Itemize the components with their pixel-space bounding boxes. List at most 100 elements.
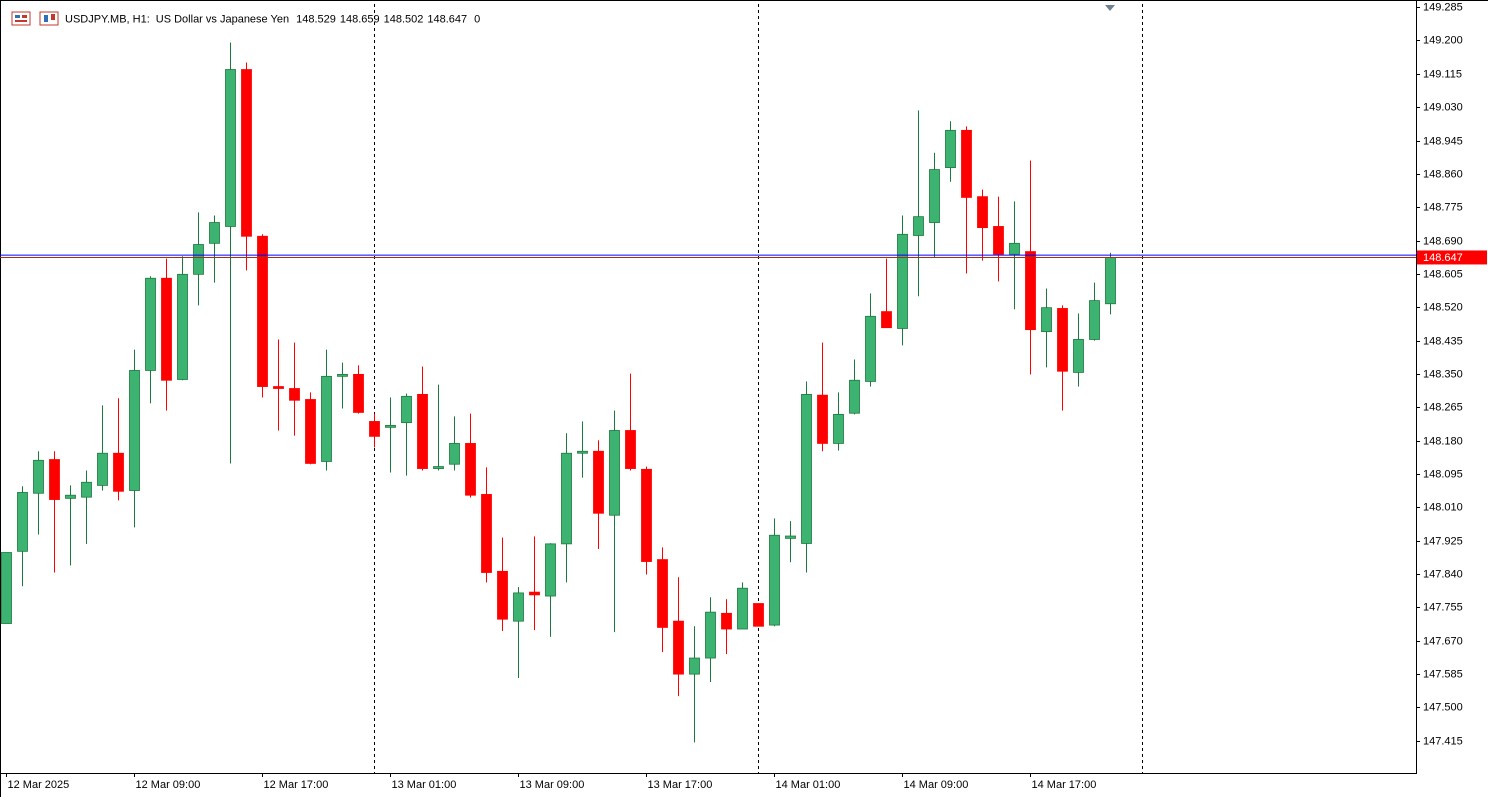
last-high: 148.659 (340, 13, 380, 25)
y-tick-label: 148.350 (1423, 368, 1463, 380)
icon-part (51, 14, 55, 20)
candle-body (625, 430, 636, 469)
candle-body (689, 657, 700, 675)
candle-body (929, 169, 940, 223)
y-tick-label: 148.435 (1423, 335, 1463, 347)
x-tick-label: 14 Mar 09:00 (904, 779, 969, 791)
candle-body (865, 315, 876, 382)
header: USDJPY.MB, H1: US Dollar vs Japanese Yen 1… (11, 11, 480, 26)
candle-body (673, 620, 684, 675)
y-tick-label: 149.285 (1423, 1, 1463, 13)
candle-body (417, 393, 428, 469)
candle-body (369, 421, 380, 437)
candle-body (785, 535, 796, 539)
candle-body (913, 216, 924, 236)
candle-body (97, 452, 108, 486)
last-close: 148.647 (427, 13, 467, 25)
candle-body (561, 452, 572, 545)
candle-body (65, 494, 76, 499)
header-text: USDJPY.MB, H1: US Dollar vs Japanese Yen 1… (65, 13, 480, 25)
price-label: 148.647 (1423, 252, 1463, 264)
y-tick-label: 148.520 (1423, 301, 1463, 313)
candle-body (401, 395, 412, 424)
candle-body (273, 386, 284, 389)
y-tick-label: 147.670 (1423, 635, 1463, 647)
y-tick-label: 148.265 (1423, 401, 1463, 413)
candle-body (497, 570, 508, 620)
y-tick-label: 148.945 (1423, 135, 1463, 147)
candle-body (817, 394, 828, 444)
candle-body (209, 222, 220, 244)
x-tick-label: 12 Mar 2025 (8, 779, 70, 791)
candle-body (513, 592, 524, 622)
candle-body (593, 450, 604, 514)
y-tick-label: 147.755 (1423, 601, 1463, 613)
y-tick-label: 147.925 (1423, 535, 1463, 547)
candle-body (721, 612, 732, 630)
candle-body (433, 466, 444, 469)
icon-part (15, 15, 20, 18)
candle-body (465, 443, 476, 496)
candle-body (193, 244, 204, 275)
y-tick-label: 148.860 (1423, 168, 1463, 180)
icon-chart (11, 11, 31, 26)
candle-body (129, 370, 140, 491)
plot (1, 42, 1116, 743)
icon-part (22, 15, 27, 18)
candle-body (881, 311, 892, 329)
candle-body (337, 373, 348, 377)
candle-body (33, 459, 44, 494)
candle-body (1041, 307, 1052, 333)
candle-body (1073, 339, 1084, 373)
x-tick-label: 13 Mar 09:00 (520, 779, 585, 791)
y-tick-label: 148.095 (1423, 468, 1463, 480)
candle-body (753, 603, 764, 627)
candle-body (449, 443, 460, 465)
x-tick-label: 13 Mar 01:00 (392, 779, 457, 791)
candle-body (241, 69, 252, 237)
candle-body (641, 468, 652, 562)
description: US Dollar vs Japanese Yen (156, 13, 289, 25)
candle-body (657, 559, 668, 628)
y-tick-label: 147.500 (1423, 701, 1463, 713)
y-tick-label: 149.030 (1423, 101, 1463, 113)
candle-body (945, 129, 956, 169)
y-tick-label: 147.585 (1423, 668, 1463, 680)
candle-body (81, 481, 92, 498)
y-tick-label: 148.605 (1423, 268, 1463, 280)
candle-body (801, 393, 812, 544)
candle-body (609, 430, 620, 516)
x-tick-label: 13 Mar 17:00 (648, 779, 713, 791)
candle-body (977, 196, 988, 229)
candle-body (849, 379, 860, 414)
candle-body (961, 129, 972, 198)
candle-body (321, 375, 332, 462)
last-low: 148.502 (384, 13, 424, 25)
day-separators (374, 4, 1143, 773)
last-open: 148.529 (296, 13, 336, 25)
candle-body (737, 587, 748, 630)
icon-candles (39, 11, 59, 26)
y-tick-label: 148.010 (1423, 501, 1463, 513)
candle-body (177, 273, 188, 380)
x-tick-label: 12 Mar 17:00 (264, 779, 329, 791)
candle-body (1105, 257, 1116, 305)
candle-body (705, 611, 716, 659)
shift-marker (1105, 5, 1115, 11)
candle-body (1009, 242, 1020, 255)
candle-body (481, 494, 492, 573)
candle-body (257, 235, 268, 387)
y-tick-label: 147.840 (1423, 568, 1463, 580)
candle-body (897, 233, 908, 329)
candle-body (1025, 251, 1036, 331)
y-tick-label: 149.200 (1423, 34, 1463, 46)
candle-body (769, 534, 780, 626)
candle-body (17, 492, 28, 552)
candle-body (1, 552, 12, 624)
x-tick-label: 14 Mar 01:00 (776, 779, 841, 791)
candle-body (545, 543, 556, 597)
candle-body (305, 399, 316, 464)
